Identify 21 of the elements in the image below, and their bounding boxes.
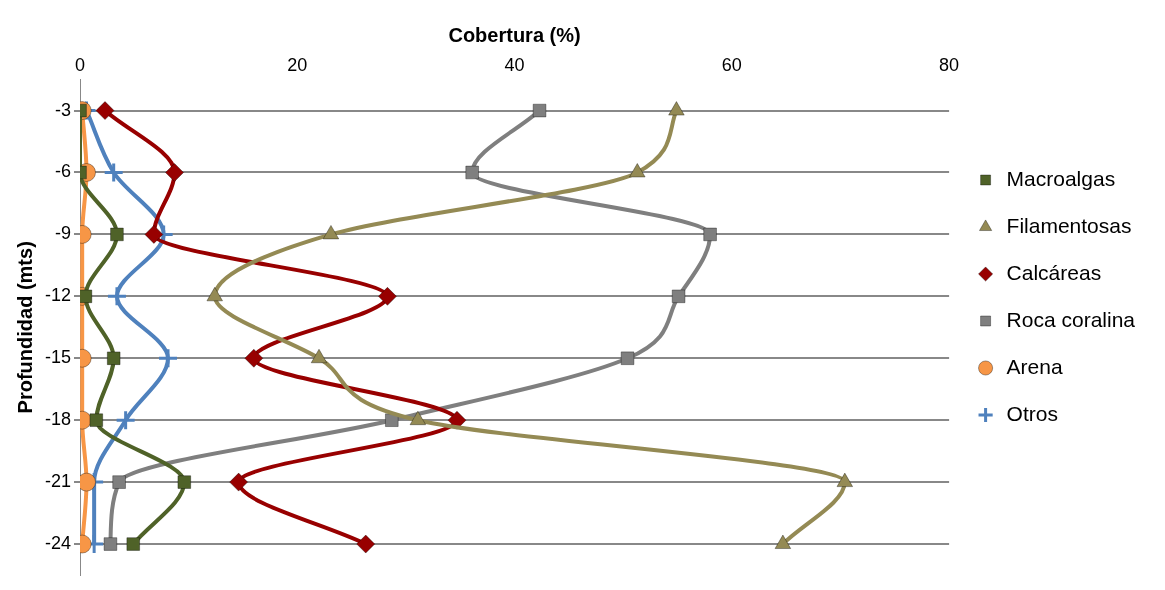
y-tick-label: -6 (55, 161, 72, 182)
legend-label: Roca coralina (1006, 307, 1136, 331)
x-tick-label: 0 (75, 54, 86, 75)
y-tick-label: -24 (45, 533, 72, 554)
y-tick-label: -15 (45, 347, 72, 368)
legend-label: Macroalgas (1006, 166, 1116, 190)
legend-label: Filamentosas (1006, 213, 1132, 237)
x-tick-label: 20 (287, 54, 308, 75)
x-axis-title: Cobertura (%) (448, 23, 581, 46)
y-axis-title: Profundidad (mts) (13, 241, 36, 414)
y-tick-label: -9 (55, 223, 72, 244)
y-tick-label: -3 (55, 99, 72, 120)
y-tick-label: -18 (45, 409, 72, 430)
y-tick-label: -21 (45, 471, 72, 492)
x-tick-label: 80 (939, 54, 960, 75)
x-tick-label: 60 (721, 54, 742, 75)
legend-label: Otros (1006, 401, 1058, 425)
x-tick-label: 40 (504, 54, 525, 75)
legend-label: Calcáreas (1006, 260, 1102, 284)
y-tick-label: -12 (45, 285, 72, 306)
legend-label: Arena (1006, 354, 1063, 378)
